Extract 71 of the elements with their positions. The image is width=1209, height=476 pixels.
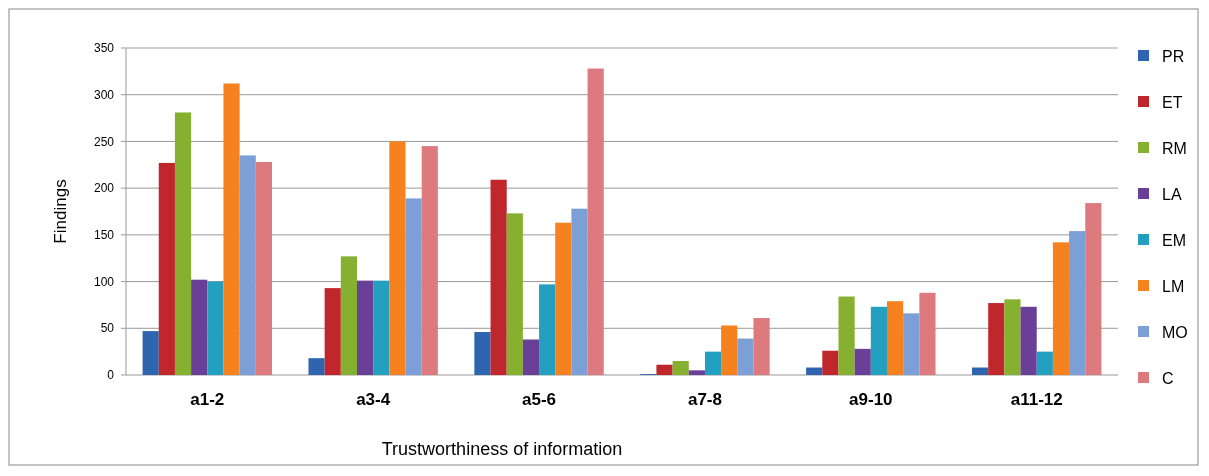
bar: [1085, 203, 1102, 375]
y-tick-label: 350: [93, 41, 115, 56]
bar: [421, 146, 438, 375]
bar: [142, 331, 159, 375]
bar: [405, 198, 422, 375]
legend-label: LM: [1162, 277, 1185, 295]
x-tick-label: a11-12: [1010, 390, 1063, 409]
bar: [223, 83, 240, 375]
x-tick-label: a7-8: [687, 390, 722, 409]
y-tick-label: 200: [93, 181, 115, 196]
bar: [854, 348, 871, 375]
legend-label: C: [1162, 369, 1174, 387]
bar: [357, 280, 374, 375]
bar: [571, 208, 588, 375]
bar: [672, 360, 689, 375]
bar: [308, 358, 325, 375]
y-tick-label: 250: [93, 134, 115, 149]
bar: [1052, 242, 1070, 375]
bar: [988, 303, 1005, 375]
legend-label: LA: [1162, 185, 1182, 203]
y-tick-label: 50: [100, 321, 115, 336]
bar: [324, 288, 341, 375]
bar: [1036, 351, 1053, 375]
y-axis-title: Findings: [51, 179, 70, 244]
bar: [587, 68, 604, 375]
legend-label: ET: [1162, 93, 1183, 111]
legend-label: EM: [1162, 231, 1186, 249]
bar: [656, 364, 673, 375]
bar: [838, 296, 855, 375]
y-tick-label: 100: [93, 274, 115, 289]
bar: [174, 112, 192, 375]
bar: [1069, 231, 1086, 375]
bar: [806, 367, 823, 375]
bar: [207, 281, 224, 375]
y-tick-label: 0: [107, 368, 115, 383]
bar: [490, 179, 507, 375]
x-axis-title: Trustworthiness of information: [381, 439, 623, 459]
y-tick-label: 300: [93, 87, 115, 102]
bar: [474, 332, 491, 375]
bar: [887, 301, 904, 375]
bar: [919, 292, 936, 375]
bar: [972, 367, 989, 375]
bar: [506, 213, 523, 375]
bar: [688, 370, 705, 375]
legend-label: PR: [1162, 47, 1185, 65]
bar: [539, 284, 556, 375]
bar: [373, 280, 390, 375]
bar: [737, 338, 754, 375]
x-tick-label: a5-6: [522, 390, 557, 409]
bar: [255, 161, 272, 375]
x-tick-label: a1-2: [190, 390, 225, 409]
x-tick-label: a3-4: [356, 390, 391, 409]
bar: [870, 306, 887, 375]
legend-label: MO: [1162, 323, 1188, 341]
y-tick-label: 150: [93, 228, 115, 243]
bar: [1020, 306, 1037, 375]
bar: [555, 222, 572, 375]
bar: [158, 162, 175, 375]
x-tick-label: a9-10: [849, 390, 893, 409]
bar: [340, 256, 357, 375]
bar: [822, 350, 839, 375]
bar: [239, 155, 256, 375]
bar: [721, 325, 738, 375]
bar: [903, 313, 920, 375]
bar: [389, 141, 406, 375]
legend-label: RM: [1162, 139, 1187, 157]
bar: [522, 339, 540, 375]
bar: [704, 351, 722, 375]
bar: [753, 318, 770, 375]
bar: [191, 279, 208, 375]
bar: [1004, 299, 1021, 375]
